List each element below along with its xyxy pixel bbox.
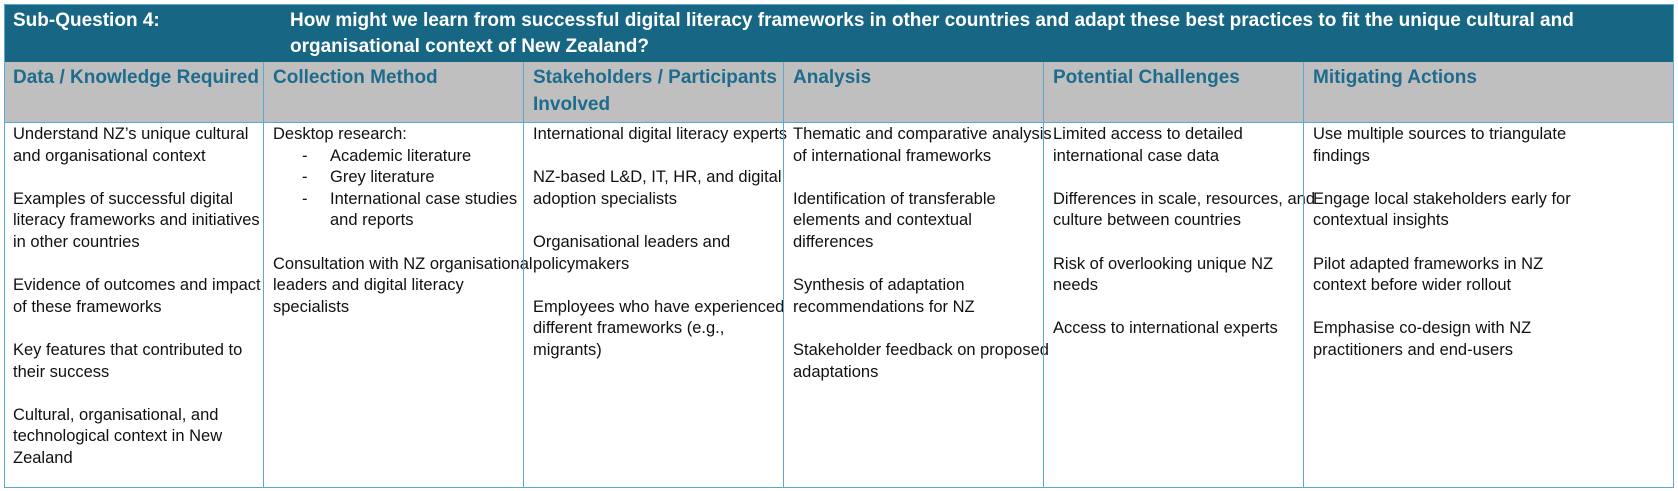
column-divider: [523, 62, 524, 488]
list-item: Evidence of outcomes and impact of these…: [13, 276, 261, 316]
list-item: Key features that contributed to their s…: [13, 340, 243, 381]
bullet-text: Academic literature: [330, 146, 472, 165]
bullet-text: Grey literature: [330, 168, 435, 187]
column-divider: [263, 62, 264, 488]
list-item: Limited access to detailed international…: [1053, 125, 1243, 165]
title-row: Sub-Question 4: How might we learn from …: [5, 5, 1673, 62]
header-data-knowledge: Data / Knowledge Required: [13, 67, 259, 88]
list-item: Identification of transferable elements …: [793, 189, 996, 251]
header-potential-challenges: Potential Challenges: [1053, 67, 1240, 88]
desktop-research-bullets: - Academic literature - Grey literature …: [273, 146, 535, 232]
list-item: Organisational leaders and policymakers: [533, 232, 731, 273]
bullet-item: - International case studies and reports: [273, 189, 535, 232]
dash-bullet-icon: -: [302, 168, 308, 187]
header-collection-method: Collection Method: [273, 67, 438, 88]
cell-mitigating-actions: Use multiple sources to triangulate find…: [1313, 124, 1575, 383]
dash-bullet-icon: -: [302, 146, 308, 165]
header-analysis: Analysis: [793, 67, 872, 88]
list-item: Understand NZ’s unique cultural and orga…: [13, 125, 249, 165]
bullet-text: International case studies and reports: [330, 189, 518, 230]
cell-analysis: Thematic and comparative analysis of int…: [793, 124, 1055, 405]
cell-potential-challenges: Limited access to detailed international…: [1053, 124, 1315, 362]
column-divider: [1043, 62, 1044, 488]
list-item: Cultural, organisational, and technologi…: [13, 405, 223, 467]
cell-data-knowledge: Understand NZ’s unique cultural and orga…: [13, 124, 275, 491]
list-item: Differences in scale, resources, and cul…: [1053, 189, 1315, 230]
list-item: Pilot adapted frameworks in NZ context b…: [1313, 254, 1544, 295]
list-item: Synthesis of adaptation recommendations …: [793, 276, 975, 316]
list-item: Risk of overlooking unique NZ needs: [1053, 254, 1274, 295]
research-table: Sub-Question 4: How might we learn from …: [4, 4, 1674, 488]
bullet-item: - Academic literature: [273, 146, 535, 168]
bullet-item: - Grey literature: [273, 167, 535, 189]
sub-question-label: Sub-Question 4:: [13, 10, 160, 31]
list-item: Thematic and comparative analysis of int…: [793, 125, 1052, 165]
content-row: Understand NZ’s unique cultural and orga…: [5, 123, 1673, 488]
cell-stakeholders: International digital literacy experts N…: [533, 124, 795, 383]
list-item: Engage local stakeholders early for cont…: [1313, 189, 1571, 230]
list-item: Stakeholder feedback on proposed adaptat…: [793, 340, 1049, 381]
cell-collection-method: Desktop research: - Academic literature …: [273, 124, 535, 340]
header-stakeholders: Stakeholders / Participants Involved: [533, 67, 777, 115]
list-item: International digital literacy experts: [533, 125, 788, 143]
sub-question-text: How might we learn from successful digit…: [290, 10, 1574, 57]
column-header-row: Data / Knowledge Required Collection Met…: [5, 62, 1673, 123]
column-divider: [783, 62, 784, 488]
list-item: NZ-based L&D, IT, HR, and digital adopti…: [533, 168, 782, 208]
list-item: Access to international experts: [1053, 319, 1278, 338]
list-item: Examples of successful digital literacy …: [13, 189, 260, 251]
list-item: Use multiple sources to triangulate find…: [1313, 125, 1567, 165]
desktop-research-label: Desktop research:: [273, 125, 407, 143]
dash-bullet-icon: -: [302, 189, 308, 208]
header-mitigating-actions: Mitigating Actions: [1313, 67, 1477, 88]
list-item: Employees who have experienced different…: [533, 297, 785, 359]
list-item: Consultation with NZ organisational lead…: [273, 254, 533, 316]
list-item: Emphasise co-design with NZ practitioner…: [1313, 319, 1532, 359]
column-divider: [1303, 62, 1304, 488]
